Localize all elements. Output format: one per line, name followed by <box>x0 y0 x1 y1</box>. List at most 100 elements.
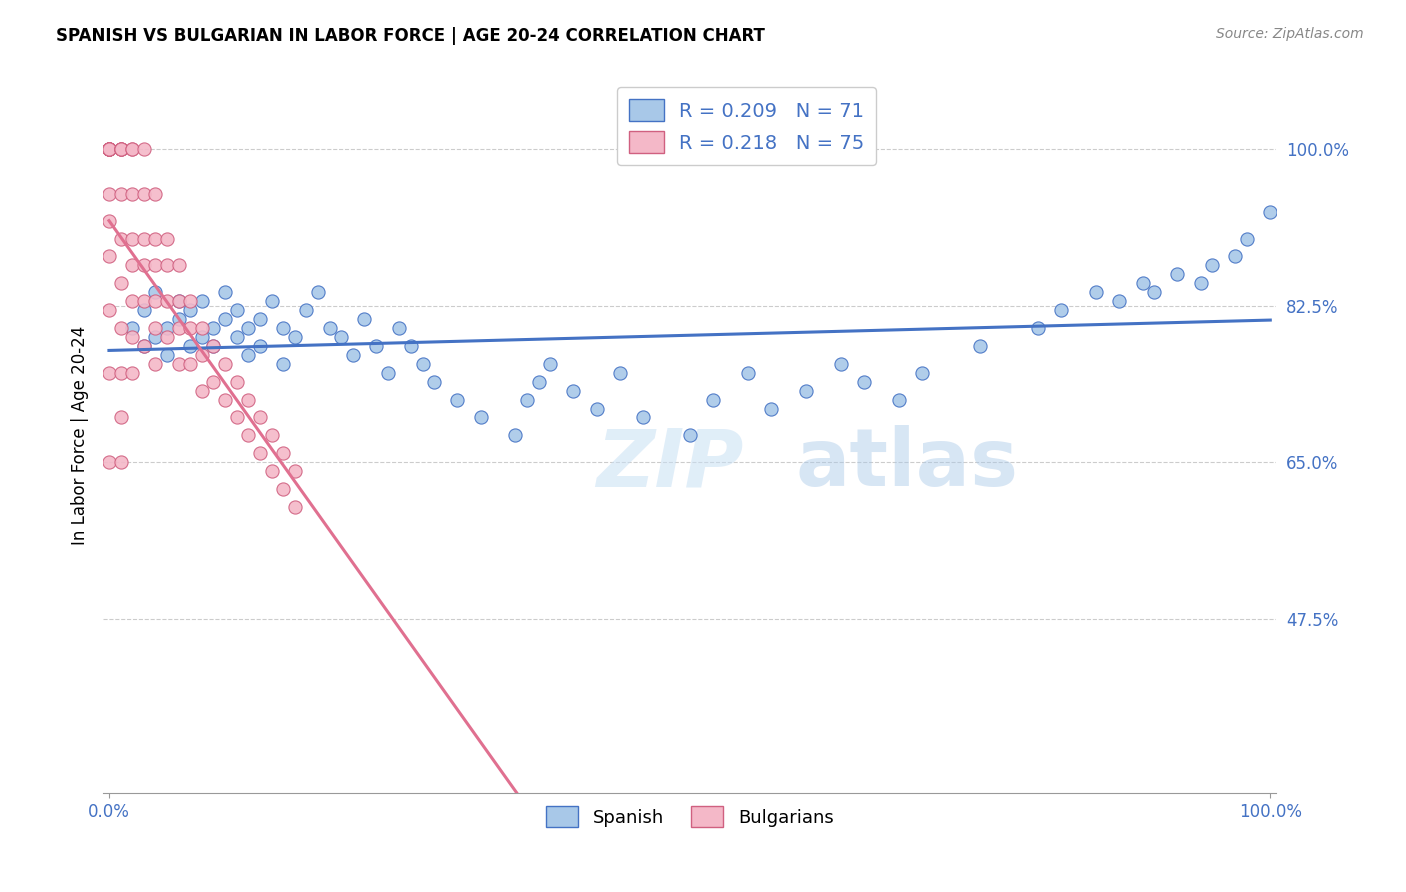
Point <box>167 321 190 335</box>
Point <box>1026 321 1049 335</box>
Point <box>1201 258 1223 272</box>
Point <box>110 142 132 156</box>
Point <box>631 410 654 425</box>
Point <box>145 231 167 245</box>
Point <box>225 303 247 318</box>
Point <box>225 410 247 425</box>
Point <box>167 258 190 272</box>
Y-axis label: In Labor Force | Age 20-24: In Labor Force | Age 20-24 <box>72 326 89 545</box>
Point <box>911 366 934 380</box>
Point <box>97 303 120 318</box>
Point <box>446 392 468 407</box>
Point <box>121 366 143 380</box>
Point <box>191 384 214 398</box>
Point <box>145 294 167 309</box>
Point <box>585 401 607 416</box>
Point <box>97 366 120 380</box>
Point <box>249 312 271 326</box>
Point <box>214 392 236 407</box>
Point <box>214 357 236 371</box>
Point <box>260 464 283 478</box>
Point <box>342 348 364 362</box>
Point <box>271 321 294 335</box>
Point <box>121 142 143 156</box>
Point <box>110 321 132 335</box>
Point <box>260 428 283 442</box>
Point <box>1189 277 1212 291</box>
Point <box>1108 294 1130 309</box>
Point <box>179 321 201 335</box>
Point <box>202 375 225 389</box>
Point <box>132 258 155 272</box>
Point <box>179 303 201 318</box>
Point <box>156 330 179 344</box>
Point <box>284 500 307 514</box>
Point <box>110 410 132 425</box>
Point <box>97 142 120 156</box>
Point <box>399 339 422 353</box>
Point <box>167 294 190 309</box>
Point <box>156 231 179 245</box>
Point <box>505 428 527 442</box>
Point <box>516 392 538 407</box>
Point <box>191 321 214 335</box>
Point <box>562 384 585 398</box>
Point <box>145 330 167 344</box>
Point <box>97 142 120 156</box>
Point <box>202 339 225 353</box>
Point <box>238 392 260 407</box>
Point <box>121 330 143 344</box>
Point <box>1132 277 1154 291</box>
Point <box>156 348 179 362</box>
Point <box>97 142 120 156</box>
Point <box>110 142 132 156</box>
Point <box>156 321 179 335</box>
Point <box>271 357 294 371</box>
Point <box>156 258 179 272</box>
Point <box>110 186 132 201</box>
Point <box>97 142 120 156</box>
Point <box>830 357 852 371</box>
Point <box>121 142 143 156</box>
Point <box>307 285 329 300</box>
Text: atlas: atlas <box>796 425 1018 503</box>
Point <box>132 339 155 353</box>
Point <box>97 213 120 227</box>
Point <box>678 428 700 442</box>
Point <box>214 285 236 300</box>
Point <box>238 428 260 442</box>
Point <box>423 375 446 389</box>
Point <box>794 384 817 398</box>
Point <box>167 294 190 309</box>
Point <box>470 410 492 425</box>
Point <box>284 464 307 478</box>
Point <box>121 321 143 335</box>
Point <box>132 142 155 156</box>
Point <box>97 142 120 156</box>
Point <box>202 339 225 353</box>
Point <box>364 339 387 353</box>
Point <box>132 303 155 318</box>
Point <box>238 321 260 335</box>
Point <box>969 339 991 353</box>
Point <box>538 357 561 371</box>
Point <box>110 231 132 245</box>
Point <box>191 330 214 344</box>
Point <box>132 294 155 309</box>
Point <box>132 339 155 353</box>
Point <box>145 186 167 201</box>
Point <box>1085 285 1108 300</box>
Point <box>1258 204 1281 219</box>
Point <box>1050 303 1073 318</box>
Point <box>110 142 132 156</box>
Point <box>737 366 759 380</box>
Point <box>411 357 433 371</box>
Point <box>121 231 143 245</box>
Point <box>97 455 120 469</box>
Point <box>330 330 353 344</box>
Point <box>249 339 271 353</box>
Point <box>295 303 318 318</box>
Point <box>132 186 155 201</box>
Point <box>191 294 214 309</box>
Point <box>225 375 247 389</box>
